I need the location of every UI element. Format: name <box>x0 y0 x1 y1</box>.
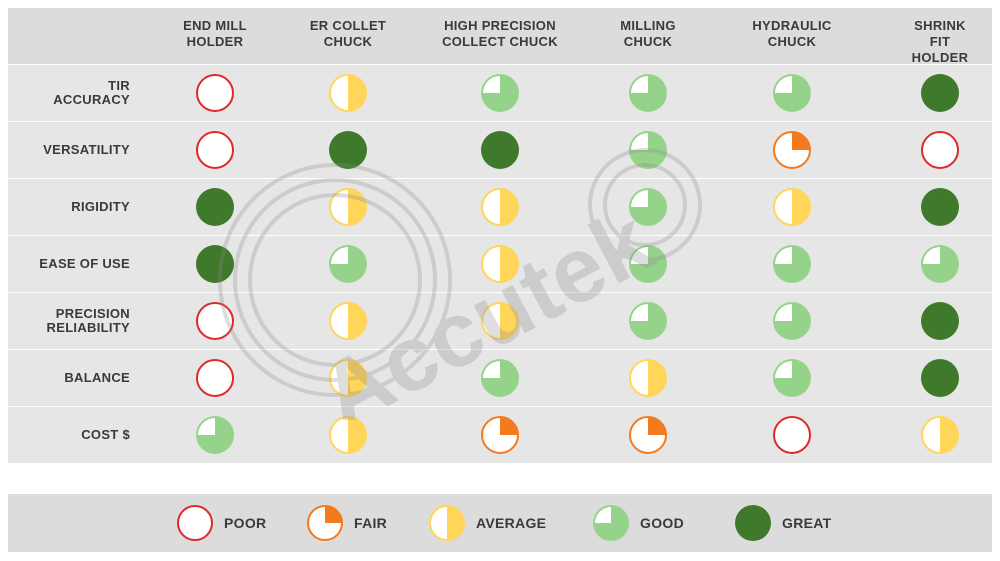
rating-good-icon <box>628 130 668 170</box>
rating-good-icon <box>772 73 812 113</box>
rating-fair-icon <box>480 415 520 455</box>
rating-poor-icon <box>195 130 235 170</box>
comparison-table: END MILL HOLDER ER COLLET CHUCK HIGH PRECI… <box>8 8 992 464</box>
rating-good-icon <box>628 73 668 113</box>
rating-good-icon <box>920 244 960 284</box>
rating-average-icon <box>628 358 668 398</box>
rating-poor-icon <box>195 73 235 113</box>
legend-item-average: AVERAGE <box>428 494 546 552</box>
rating-average-icon <box>328 358 368 398</box>
rating-great-icon <box>195 244 235 284</box>
legend-label: FAIR <box>354 515 388 531</box>
rating-fair-icon <box>772 130 812 170</box>
table-row: BALANCE <box>8 350 992 407</box>
row-label: EASE OF USE <box>39 256 130 271</box>
legend-item-great: GREAT <box>734 494 831 552</box>
table-row: EASE OF USE <box>8 236 992 293</box>
rating-great-icon <box>920 358 960 398</box>
legend-great-icon <box>734 504 772 542</box>
legend-poor-icon <box>176 504 214 542</box>
rating-poor-icon <box>195 358 235 398</box>
row-label: VERSATILITY <box>43 142 130 157</box>
rating-average-icon <box>328 415 368 455</box>
row-label: COST $ <box>81 427 130 442</box>
rating-great-icon <box>195 187 235 227</box>
legend-fair-icon <box>306 504 344 542</box>
rating-good-icon <box>628 244 668 284</box>
rating-average-icon <box>480 187 520 227</box>
row-label: BALANCE <box>64 370 130 385</box>
column-header: END MILL HOLDER <box>183 18 247 49</box>
table-row: RIGIDITY <box>8 179 992 236</box>
rating-good-icon <box>772 301 812 341</box>
legend-average-icon <box>428 504 466 542</box>
rating-good-icon <box>328 244 368 284</box>
column-header: SHRINK FIT HOLDER <box>911 18 969 65</box>
rating-poor-icon <box>920 130 960 170</box>
rating-good-icon <box>480 73 520 113</box>
rating-good-icon <box>480 358 520 398</box>
rating-average-icon <box>328 187 368 227</box>
rating-average-icon <box>920 415 960 455</box>
legend-label: GREAT <box>782 515 832 531</box>
row-label: RIGIDITY <box>71 199 130 214</box>
table-row: TIR ACCURACY <box>8 65 992 122</box>
legend-good-icon <box>592 504 630 542</box>
rating-good-icon <box>628 187 668 227</box>
rating-average-icon <box>480 244 520 284</box>
legend-item-poor: POOR <box>176 494 266 552</box>
rating-average-icon <box>480 301 520 341</box>
rating-poor-icon <box>195 301 235 341</box>
column-header: MILLING CHUCK <box>620 18 676 49</box>
rating-good-icon <box>628 301 668 341</box>
rating-great-icon <box>328 130 368 170</box>
header-row: END MILL HOLDER ER COLLET CHUCK HIGH PRECI… <box>8 8 992 65</box>
rating-good-icon <box>772 358 812 398</box>
legend-label: GOOD <box>640 515 684 531</box>
legend-label: AVERAGE <box>476 515 547 531</box>
table-row: VERSATILITY <box>8 122 992 179</box>
rating-poor-icon <box>772 415 812 455</box>
legend-item-good: GOOD <box>592 494 684 552</box>
rating-average-icon <box>328 301 368 341</box>
column-header: ER COLLET CHUCK <box>309 18 387 49</box>
rating-great-icon <box>920 187 960 227</box>
row-label: PRECISION RELIABILITY <box>46 306 130 335</box>
legend: POOR FAIR AVERAGE GOOD GREAT <box>8 494 992 552</box>
rating-average-icon <box>328 73 368 113</box>
rating-great-icon <box>920 301 960 341</box>
column-header: HIGH PRECISION COLLECT CHUCK <box>442 18 558 49</box>
column-header: HYDRAULIC CHUCK <box>752 18 832 49</box>
table-row: PRECISION RELIABILITY <box>8 293 992 350</box>
legend-label: POOR <box>224 515 267 531</box>
rating-great-icon <box>920 73 960 113</box>
legend-item-fair: FAIR <box>306 494 387 552</box>
rating-good-icon <box>772 244 812 284</box>
rating-great-icon <box>480 130 520 170</box>
rating-good-icon <box>195 415 235 455</box>
table-row: COST $ <box>8 407 992 464</box>
row-label: TIR ACCURACY <box>53 78 130 107</box>
rating-fair-icon <box>628 415 668 455</box>
rating-average-icon <box>772 187 812 227</box>
